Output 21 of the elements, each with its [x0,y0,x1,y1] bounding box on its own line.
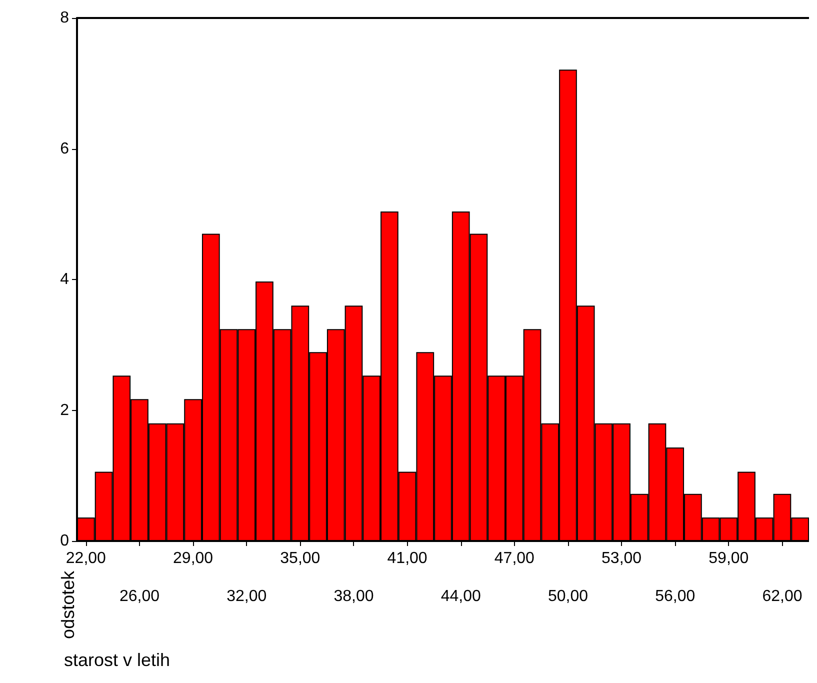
x-tick-label: 26,00 [119,588,160,605]
x-tick-label: 44,00 [440,588,481,605]
x-tick-label: 29,00 [173,550,214,567]
x-tick-label: 56,00 [655,588,696,605]
y-tick-label: 4 [60,271,70,288]
x-tick-label: 22,00 [66,550,106,567]
y-tick-label: 6 [60,140,70,158]
x-tick-label: 50,00 [548,588,588,605]
x-tick-label: 38,00 [334,588,374,605]
y-tick-label: 8 [60,10,70,26]
x-tick-label: 53,00 [602,550,642,567]
x-tick-label: 35,00 [280,550,320,567]
x-tick-label: 41,00 [387,550,428,567]
y-axis-title: odstotek [58,570,78,639]
x-tick-label: 59,00 [708,550,749,567]
x-axis-title: starost v letih [64,650,170,670]
x-tick-label: 32,00 [226,588,267,605]
x-tick-label: 62,00 [762,588,802,605]
x-tick-label: 47,00 [494,550,535,567]
y-tick-label: 0 [60,532,70,550]
y-tick-label: 2 [60,402,70,419]
